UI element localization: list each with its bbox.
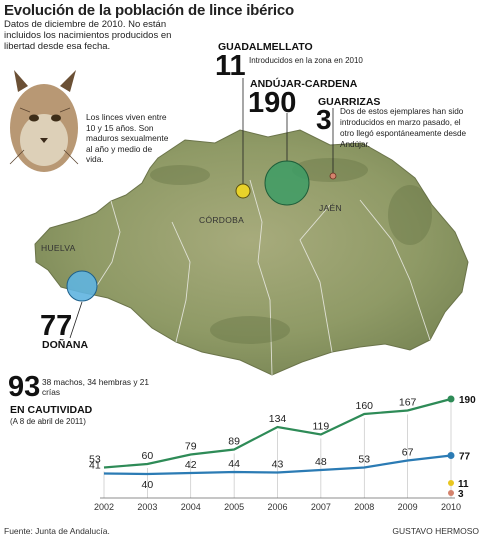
data-label: 40 [142,479,154,491]
intro-note: Datos de diciembre de 2010. No están inc… [4,19,172,52]
lynx-portrait [4,68,84,180]
data-label: 42 [185,459,197,471]
x-tick-label: 2004 [181,502,201,512]
region-shape [34,129,469,376]
data-label: 119 [313,421,330,433]
x-tick-label: 2005 [224,502,244,512]
province-jaen: JAÉN [319,203,342,213]
x-tick-label: 2009 [398,502,418,512]
guarrizas-name: GUARRIZAS [318,96,381,108]
donana-value: 77 [40,310,73,342]
x-tick-label: 2007 [311,502,331,512]
data-label: 48 [315,456,327,468]
x-tick-label: 2003 [137,502,157,512]
data-label: 67 [402,447,414,459]
data-point [448,490,454,496]
captivity-date: (A 8 de abril de 2011) [10,417,86,426]
donana-bubble [66,270,98,302]
data-label: 77 [459,452,471,463]
captivity-label: EN CAUTIVIDAD [10,404,93,416]
x-tick-label: 2008 [354,502,374,512]
data-label: 41 [89,460,101,472]
data-label: 167 [399,397,417,409]
source-note: Fuente: Junta de Andalucía. [4,526,110,536]
data-point [447,452,455,459]
province-cordoba: CÓRDOBA [199,215,245,225]
guarrizas-note: Dos de estos ejemplares han sido introdu… [340,107,467,149]
series-line [103,397,452,469]
andujar-name: ANDÚJAR-CARDENA [250,78,358,90]
andujar-value: 190 [248,87,297,119]
data-point [447,395,455,403]
data-point [448,480,454,486]
data-label: 11 [458,479,469,490]
guadalmellato-bubble [235,183,251,199]
author-credit: GUSTAVO HERMOSO [392,526,479,536]
captivity-value: 93 [8,371,41,403]
donana-name: DOÑANA [42,339,89,351]
data-label: 53 [89,454,101,466]
guadalmellato-name: GUADALMELLATO [218,41,313,53]
data-label: 53 [358,454,370,466]
x-tick-label: 2002 [94,502,114,512]
guadalmellato-value: 11 [215,50,246,82]
data-label: 3 [458,489,464,500]
x-tick-label: 2006 [267,502,287,512]
guadalmellato-note: Introducidos en la zona en 2010 [249,56,363,65]
guarrizas-value: 3 [316,104,332,135]
captivity-breakdown: 38 machos, 34 hembras y 21 crías [42,377,149,397]
data-label: 134 [269,413,287,425]
data-label: 89 [228,436,240,448]
data-label: 160 [355,400,373,412]
guarrizas-bubble [329,172,337,180]
lynx-note: Los linces viven entre 10 y 15 años. Son… [86,112,169,164]
data-label: 190 [459,395,476,406]
province-huelva: HUELVA [41,243,76,253]
data-label: 60 [142,450,154,462]
series-line [103,454,452,476]
chart-title: Evolución de la población de lince ibéri… [4,2,294,19]
data-label: 43 [272,459,284,471]
data-label: 79 [185,441,197,453]
andujar-bubble [264,160,310,206]
x-tick-label: 2010 [441,502,461,512]
data-label: 44 [228,458,240,470]
